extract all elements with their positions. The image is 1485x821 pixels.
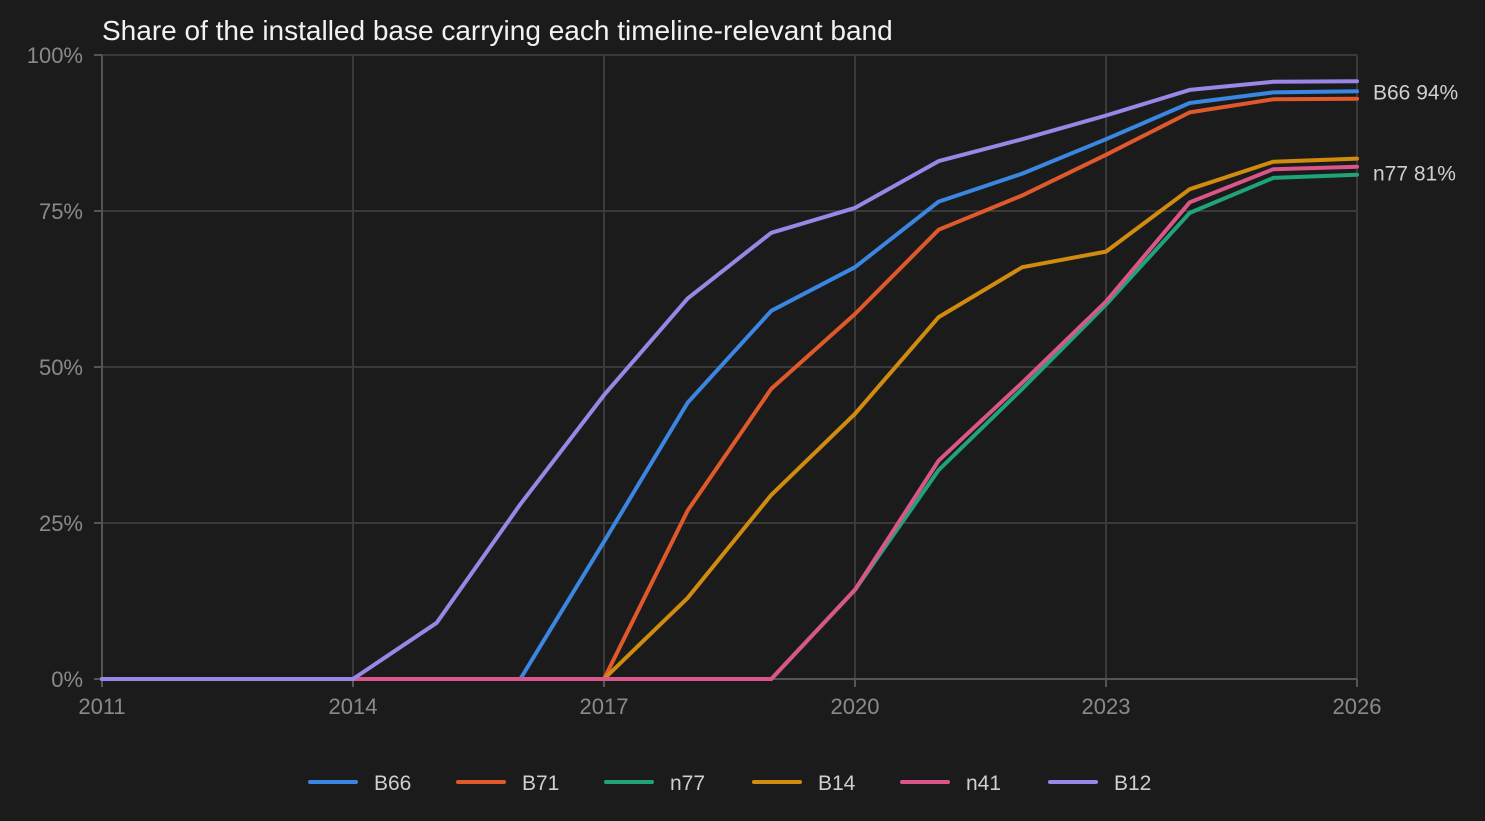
legend-label: B14 <box>818 772 856 795</box>
series-line-n77 <box>100 172 1359 681</box>
series-line-b12 <box>100 79 1359 681</box>
end-label-n77: n77 81% <box>1373 163 1456 186</box>
legend-label: B66 <box>374 772 411 795</box>
y-tick-label: 100% <box>27 43 83 68</box>
x-tick-label: 2011 <box>78 694 125 719</box>
y-tick-label: 25% <box>39 511 83 536</box>
series-line-n41 <box>100 164 1359 681</box>
y-tick-label: 0% <box>51 667 83 692</box>
series-line-b66 <box>100 89 1359 681</box>
series-lines <box>100 79 1359 681</box>
legend-label: B71 <box>522 772 559 795</box>
x-tick-label: 2023 <box>1082 694 1131 719</box>
x-tick-label: 2026 <box>1333 694 1382 719</box>
x-tick-label: 2020 <box>831 694 880 719</box>
end-label-b66: B66 94% <box>1373 81 1458 104</box>
chart-title: Share of the installed base carrying eac… <box>102 15 893 46</box>
legend-label: n41 <box>966 772 1001 795</box>
series-line-b71 <box>100 96 1359 681</box>
legend-label: n77 <box>670 772 705 795</box>
x-tick-label: 2014 <box>329 694 378 719</box>
legend: B66 B71 n77 B14 n41 B12 <box>308 772 1151 795</box>
end-labels: B66 94% n77 81% <box>1373 81 1458 185</box>
x-tick-label: 2017 <box>580 694 629 719</box>
y-tick-label: 50% <box>39 355 83 380</box>
grid <box>102 54 1358 679</box>
legend-label: B12 <box>1114 772 1151 795</box>
axes: 0% 25% 50% 75% 100% 2011 2014 2017 2020 2023 2026 <box>27 43 1382 719</box>
y-tick-label: 75% <box>39 199 83 224</box>
